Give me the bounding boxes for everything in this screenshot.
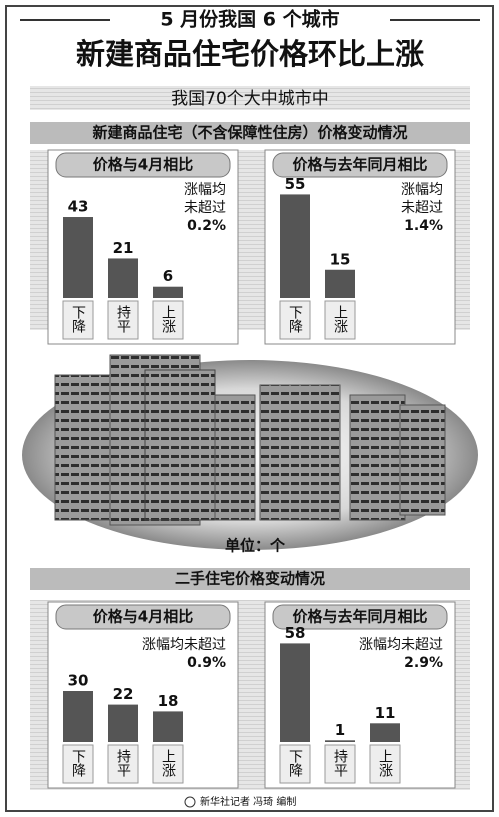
section-title: 新建商品住宅（不含保障性住房）价格变动情况 bbox=[92, 124, 407, 142]
category-label: 上涨 bbox=[377, 749, 393, 777]
annotation: 涨幅均未超过 bbox=[142, 637, 226, 653]
category-label: 持平 bbox=[332, 749, 348, 777]
value-label: 15 bbox=[330, 250, 351, 268]
annotation: 未超过 bbox=[401, 200, 443, 216]
value-label: 21 bbox=[113, 239, 134, 257]
category-label: 下降 bbox=[287, 749, 303, 777]
bar bbox=[370, 723, 400, 742]
annotation: 2.9% bbox=[404, 655, 443, 671]
category-label: 下降 bbox=[287, 305, 303, 333]
annotation: 涨幅均 bbox=[401, 182, 443, 198]
category-label: 上涨 bbox=[332, 305, 348, 333]
value-label: 58 bbox=[285, 624, 306, 642]
category-label: 上涨 bbox=[160, 749, 176, 777]
panel-title: 价格与去年同月相比 bbox=[292, 156, 427, 174]
scope: 我国70个大中城市中 bbox=[171, 89, 329, 109]
title-line2: 新建商品住宅价格环比上涨 bbox=[76, 37, 424, 71]
annotation: 未超过 bbox=[184, 200, 226, 216]
bar bbox=[153, 287, 183, 298]
category-label: 持平 bbox=[115, 749, 131, 777]
bar bbox=[108, 258, 138, 298]
bar bbox=[108, 705, 138, 742]
value-label: 22 bbox=[113, 685, 134, 703]
panel-title: 价格与去年同月相比 bbox=[292, 608, 427, 626]
value-label: 6 bbox=[163, 267, 173, 285]
value-label: 55 bbox=[285, 175, 306, 193]
infographic: 5 月份我国 6 个城市 新建商品住宅价格环比上涨 我国70个大中城市中 新建商… bbox=[0, 0, 499, 817]
bar bbox=[325, 740, 355, 742]
category-label: 持平 bbox=[115, 305, 131, 333]
title-line1: 5 月份我国 6 个城市 bbox=[160, 8, 339, 31]
bar bbox=[63, 691, 93, 742]
credit: 新华社记者 冯琦 编制 bbox=[200, 795, 296, 808]
category-label: 下降 bbox=[70, 305, 86, 333]
annotation: 0.2% bbox=[187, 218, 226, 234]
annotation: 涨幅均 bbox=[184, 182, 226, 198]
value-label: 30 bbox=[68, 672, 89, 690]
bar bbox=[153, 711, 183, 742]
value-label: 11 bbox=[375, 704, 396, 722]
panel-title: 价格与4月相比 bbox=[93, 156, 193, 174]
category-label: 上涨 bbox=[160, 305, 176, 333]
value-label: 18 bbox=[158, 692, 179, 710]
bar bbox=[325, 270, 355, 298]
panel-title: 价格与4月相比 bbox=[93, 608, 193, 626]
category-label: 下降 bbox=[70, 749, 86, 777]
unit: 单位：个 bbox=[225, 537, 286, 555]
bar bbox=[63, 217, 93, 298]
value-label: 43 bbox=[68, 198, 89, 216]
section-title: 二手住宅价格变动情况 bbox=[175, 570, 325, 588]
annotation: 0.9% bbox=[187, 655, 226, 671]
annotation: 1.4% bbox=[404, 218, 443, 234]
annotation: 涨幅均未超过 bbox=[359, 637, 443, 653]
value-label: 1 bbox=[335, 721, 345, 739]
bar bbox=[280, 643, 310, 742]
bar bbox=[280, 194, 310, 298]
